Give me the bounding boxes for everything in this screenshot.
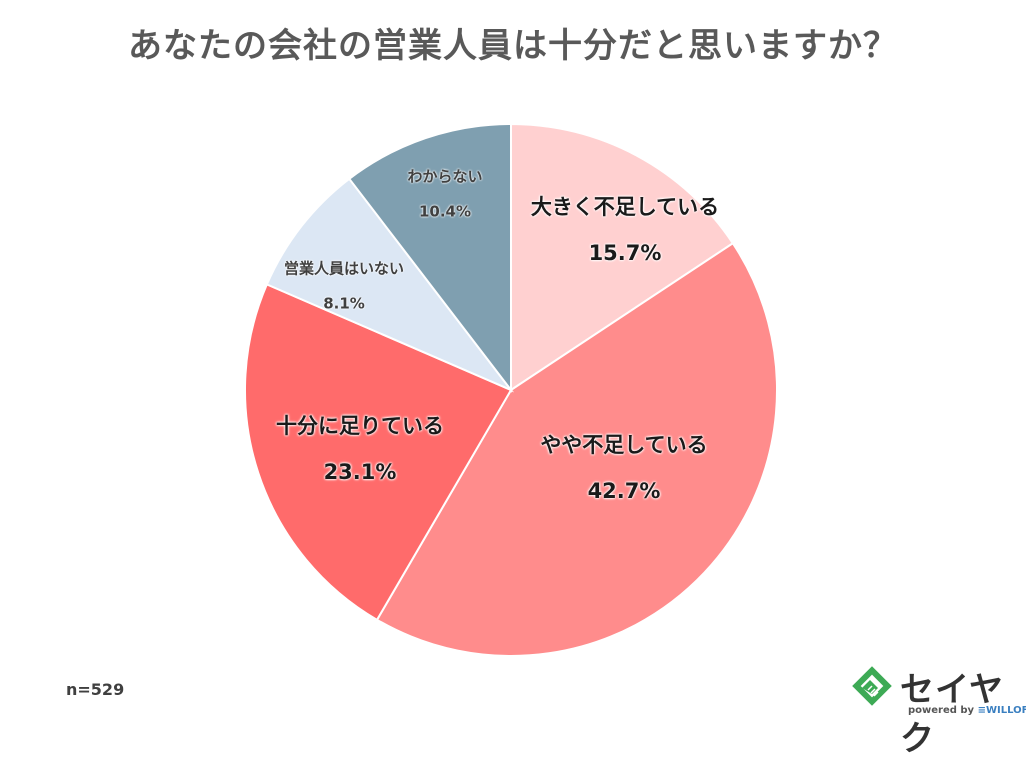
slice-label-major-shortage: 大きく不足している 15.7%	[531, 191, 719, 265]
slice-label-sufficient: 十分に足りている 23.1%	[276, 410, 444, 484]
pie-slice	[347, 122, 512, 393]
slice-label-unknown: わからない 10.4%	[407, 166, 482, 221]
slice-name: 大きく不足している	[530, 195, 720, 219]
pie-slice	[265, 177, 515, 393]
logo-powered-by: powered by ≡WILLOF	[908, 705, 1026, 716]
slice-percent: 15.7%	[588, 241, 662, 265]
pie-slice	[375, 241, 778, 657]
chart-title: あなたの会社の営業人員は十分だと思いますか？	[128, 26, 898, 66]
slice-percent: 8.1%	[323, 294, 365, 313]
slice-name: 十分に足りている	[276, 414, 444, 438]
pie-slice	[244, 283, 513, 622]
pie-slice	[510, 122, 735, 392]
brand-logo: セイヤク powered by ≡WILLOF	[850, 664, 1026, 759]
slice-label-no-sales-staff: 営業人員はいない 8.1%	[284, 258, 404, 313]
powered-by-text: powered by	[908, 705, 975, 716]
handshake-icon	[852, 666, 892, 706]
sample-size: n=529	[66, 680, 125, 699]
slice-percent: 42.7%	[587, 479, 661, 503]
slice-name: 営業人員はいない	[283, 259, 405, 278]
slice-label-slight-shortage: やや不足している 42.7%	[540, 429, 707, 503]
partner-name: ≡WILLOF	[977, 705, 1026, 716]
slice-name: わからない	[407, 167, 483, 186]
slice-percent: 23.1%	[323, 460, 397, 484]
pie-chart	[244, 122, 778, 657]
slice-percent: 10.4%	[418, 202, 472, 221]
slice-name: やや不足している	[540, 433, 708, 457]
